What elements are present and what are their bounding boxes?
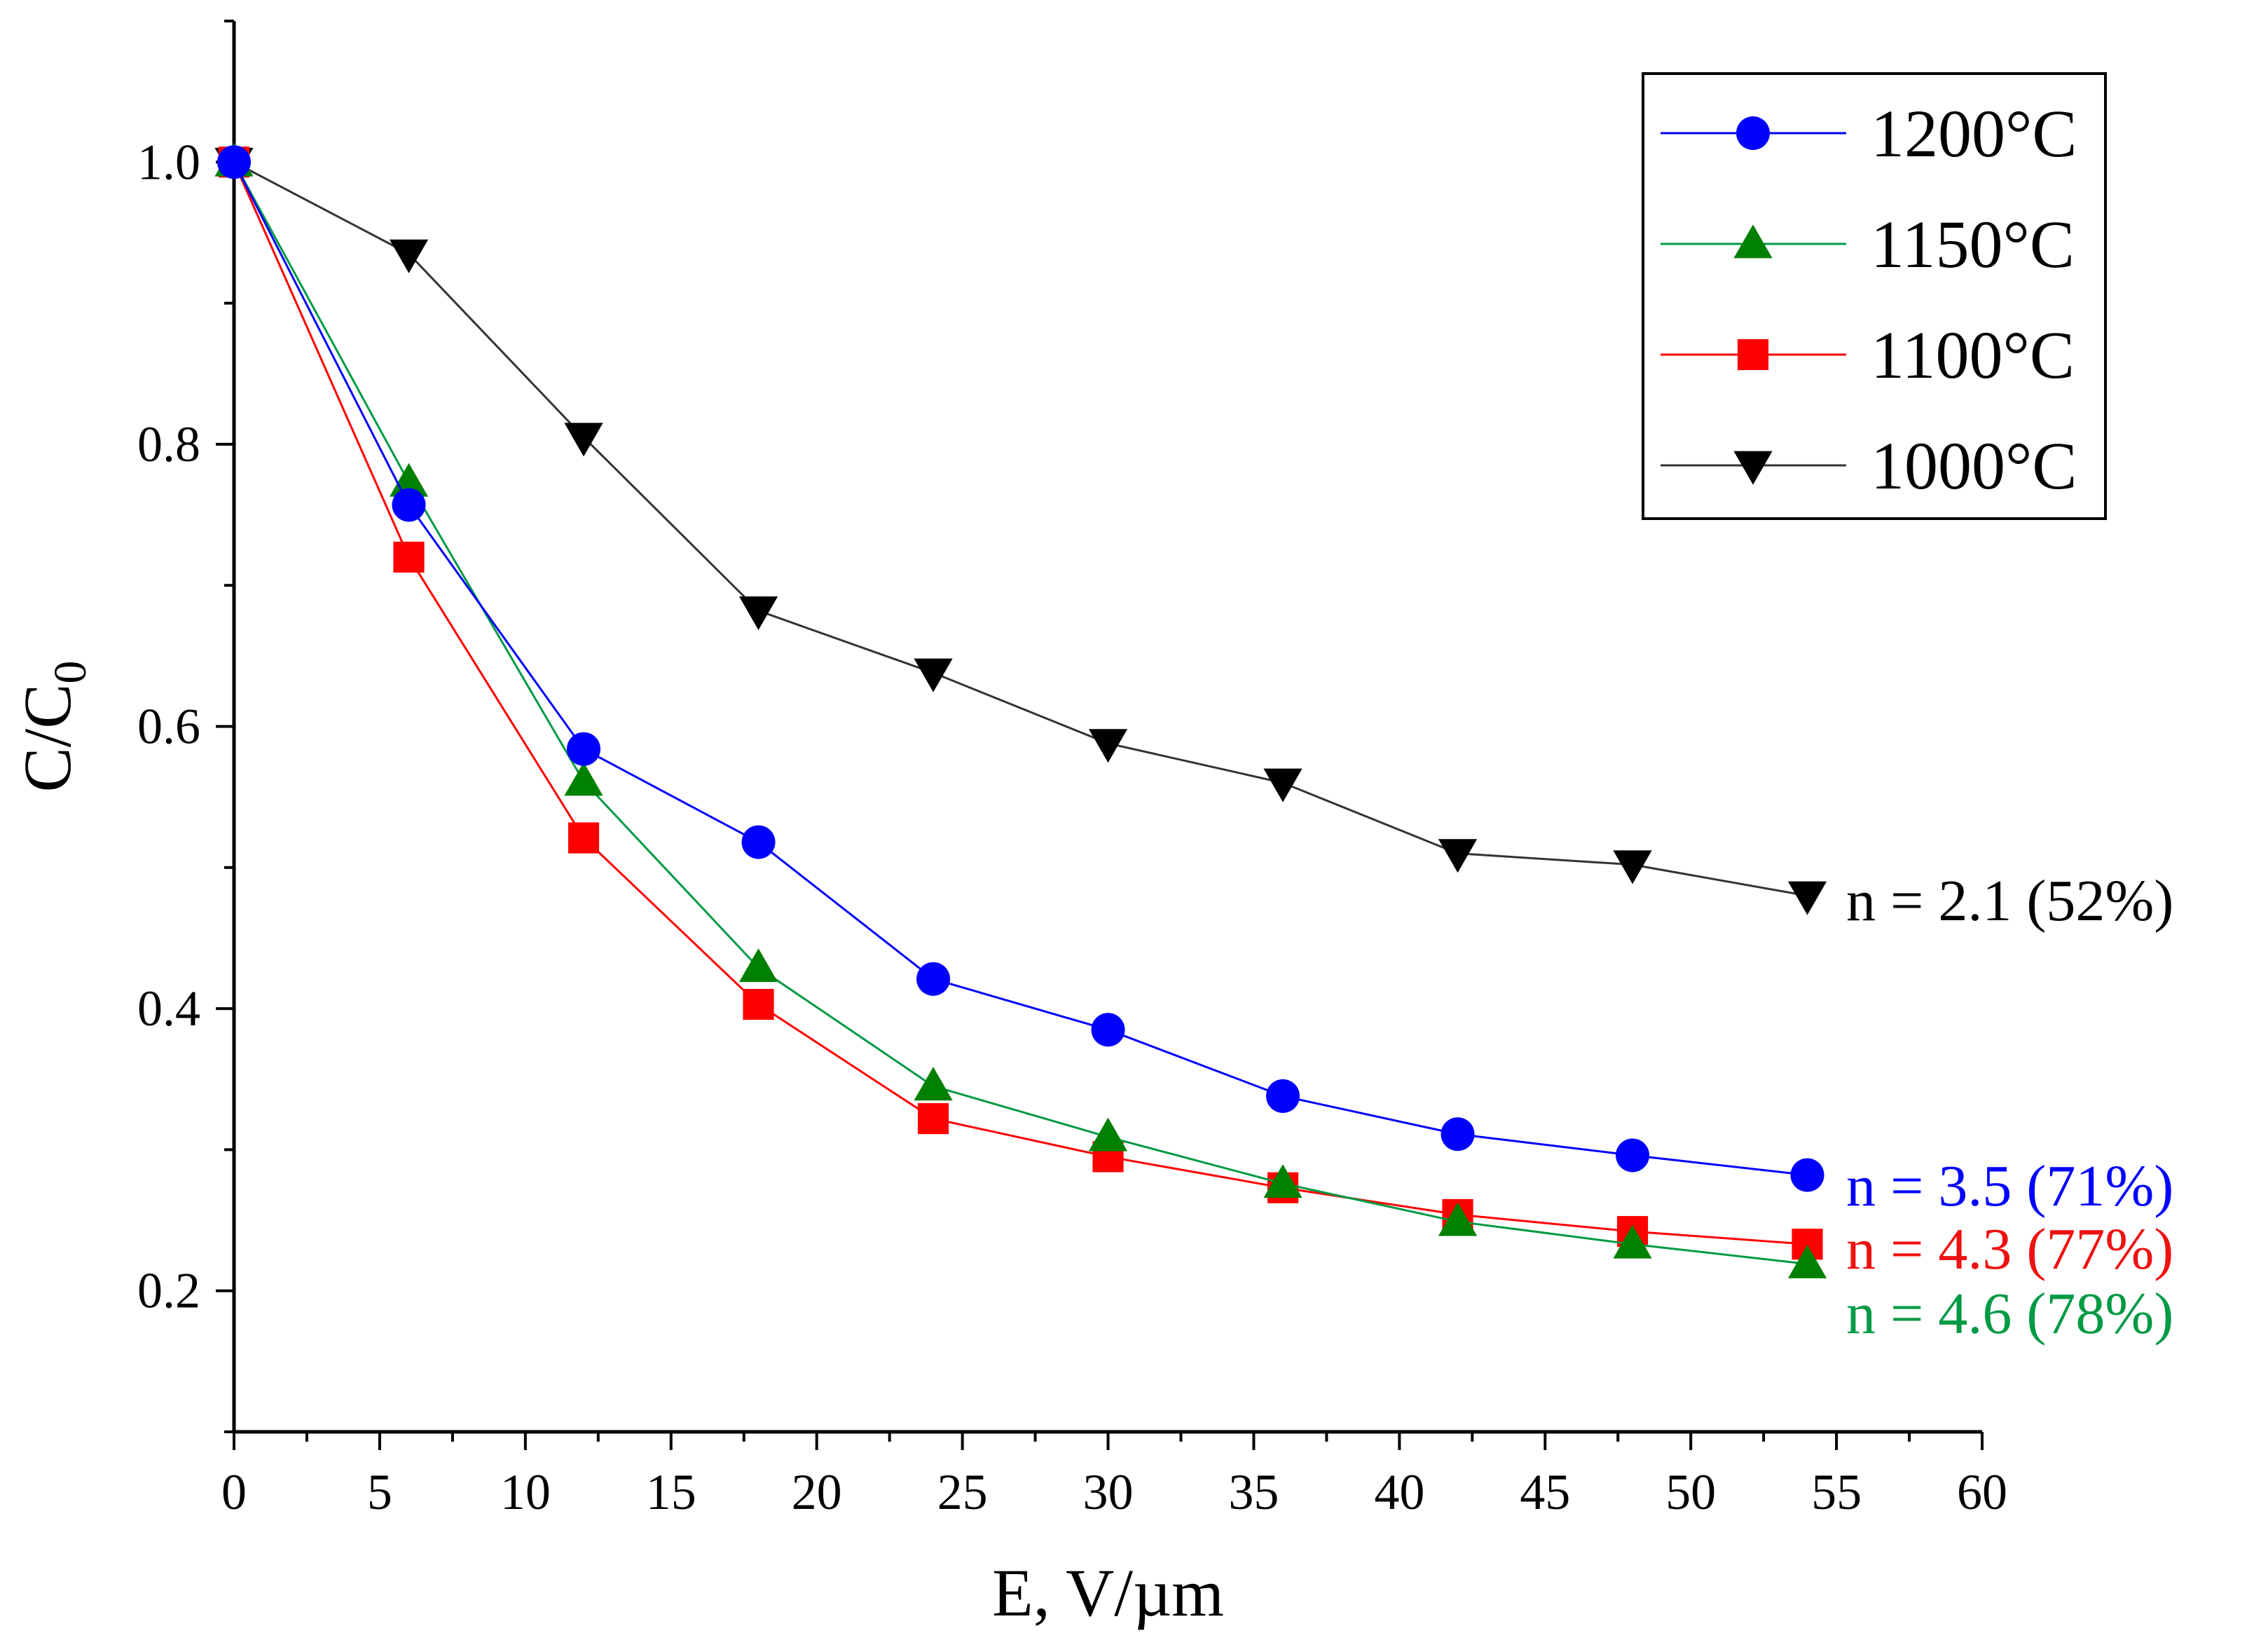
data-point-circle	[392, 488, 426, 522]
x-tick-label: 40	[1374, 1464, 1424, 1520]
data-point-triangle-up	[1733, 224, 1773, 259]
data-point-triangle-down	[1263, 768, 1303, 802]
legend-label: 1000°C	[1871, 428, 2077, 503]
series-line	[233, 161, 1808, 1265]
annotation-label: n = 2.1 (52%)	[1846, 868, 2173, 934]
legend-label: 1100°C	[1871, 317, 2075, 392]
legend-item: 1000°C	[1661, 428, 2077, 503]
y-axis-title-subscript: 0	[45, 661, 96, 684]
data-point-triangle-down	[389, 239, 429, 273]
annotation-label: n = 4.3 (77%)	[1846, 1217, 2173, 1282]
y-tick-label: 0.2	[137, 1263, 200, 1319]
data-point-triangle-down	[1088, 729, 1128, 763]
series-layer	[214, 142, 1827, 1278]
data-point-triangle-up	[1088, 1117, 1128, 1151]
data-point-triangle-down	[914, 658, 953, 692]
data-point-triangle-down	[1787, 881, 1827, 915]
legend-item: 1150°C	[1661, 207, 2075, 282]
data-point-square	[1737, 339, 1769, 371]
series-1000°C	[214, 147, 1827, 915]
data-point-square	[393, 541, 425, 573]
legend: 1200°C 1150°C 1100°C 1000°C	[1642, 72, 2107, 520]
series-line	[233, 161, 1808, 1177]
series-1100°C	[218, 146, 1823, 1260]
data-point-triangle-down	[738, 596, 778, 631]
legend-label: 1150°C	[1871, 207, 2075, 282]
data-point-circle	[1266, 1079, 1300, 1113]
legend-item: 1100°C	[1661, 317, 2075, 392]
x-tick-label: 35	[1228, 1464, 1279, 1520]
data-point-triangle-down	[1613, 850, 1652, 884]
series-1150°C	[214, 142, 1827, 1278]
x-tick-label: 55	[1811, 1464, 1862, 1520]
x-axis-title: E, V/µm	[992, 1555, 1224, 1630]
legend-item: 1200°C	[1661, 96, 2077, 171]
x-tick-label: 45	[1520, 1464, 1570, 1520]
data-point-triangle-up	[1613, 1224, 1652, 1259]
y-tick-label: 0.6	[137, 699, 200, 755]
data-point-square	[568, 822, 600, 854]
x-tick-label: 15	[646, 1464, 696, 1520]
data-point-circle	[1616, 1138, 1649, 1173]
y-axis-title: C/C0	[10, 661, 96, 793]
data-point-square	[743, 988, 774, 1020]
legend-box	[1642, 72, 2107, 520]
y-tick-label: 0.4	[137, 980, 200, 1037]
data-point-circle	[567, 732, 600, 766]
data-point-circle	[1441, 1117, 1475, 1151]
x-ticks: 0 5 10 15 20 25 30 35 40 45 50 55 60	[221, 1432, 2007, 1520]
data-point-triangle-up	[1787, 1244, 1827, 1278]
data-point-circle	[217, 145, 251, 179]
x-tick-label: 10	[500, 1464, 551, 1520]
y-axis-title-main: C/C	[10, 684, 85, 793]
data-point-circle	[916, 962, 950, 996]
y-tick-label: 1.0	[137, 134, 200, 190]
data-point-triangle-down	[1733, 451, 1773, 485]
data-point-triangle-up	[1438, 1202, 1478, 1236]
x-tick-label: 50	[1665, 1464, 1716, 1520]
annotation-label: n = 4.6 (78%)	[1846, 1281, 2173, 1346]
x-tick-label: 5	[367, 1464, 392, 1520]
data-point-triangle-up	[914, 1067, 953, 1101]
legend-label: 1200°C	[1871, 96, 2077, 171]
data-point-circle	[741, 825, 776, 859]
data-point-square	[917, 1103, 949, 1135]
data-point-triangle-down	[1438, 839, 1478, 873]
annotations: n = 2.1 (52%) n = 3.5 (71%)n = 4.3 (77%)n…	[1846, 868, 2173, 1346]
data-point-triangle-down	[564, 423, 603, 457]
x-tick-label: 30	[1083, 1464, 1134, 1520]
data-point-circle	[1736, 116, 1770, 150]
data-point-triangle-up	[738, 948, 778, 983]
y-ticks: 0.2 0.4 0.6 0.8 1.0	[137, 20, 234, 1433]
series-1200°C	[217, 145, 1824, 1192]
x-tick-label: 25	[937, 1464, 988, 1520]
series-line	[233, 160, 1808, 897]
y-tick-label: 0.8	[137, 416, 200, 472]
x-tick-label: 20	[792, 1464, 842, 1520]
data-point-triangle-up	[564, 762, 603, 796]
data-point-circle	[1790, 1158, 1824, 1192]
x-tick-label: 0	[221, 1464, 247, 1520]
data-point-circle	[1091, 1013, 1125, 1047]
series-line	[233, 161, 1808, 1245]
annotation-label: n = 3.5 (71%)	[1846, 1154, 2173, 1219]
x-tick-label: 60	[1957, 1464, 2007, 1520]
data-point-triangle-up	[1263, 1164, 1303, 1198]
